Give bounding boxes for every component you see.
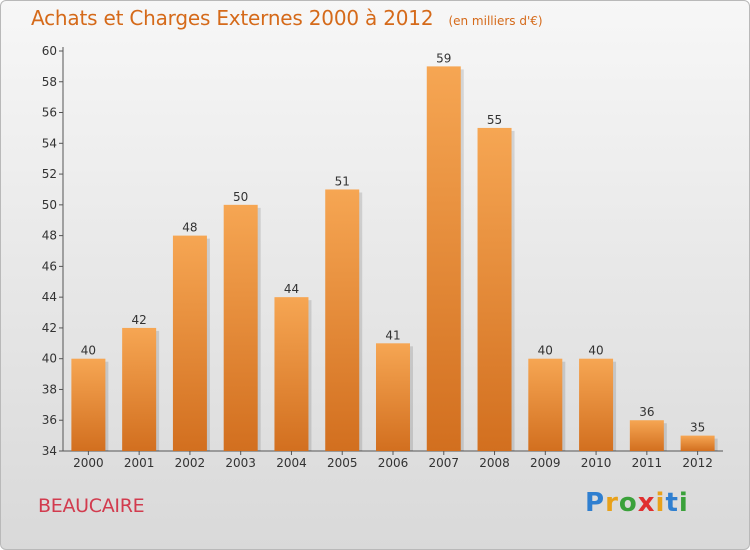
axis-layer: 34 36 38 40 42 44 46 48 50 52 54 56 58 60 2000 2001 2002… bbox=[42, 44, 723, 470]
bar-layer bbox=[71, 66, 718, 451]
data-label-2002: 48 bbox=[182, 221, 197, 235]
x-tick-label-2008: 2008 bbox=[479, 456, 510, 470]
proxiti-logo[interactable]: Proxiti bbox=[585, 488, 689, 518]
chart-title: Achats et Charges Externes 2000 à 2012 bbox=[31, 6, 434, 30]
x-tick-label-2000: 2000 bbox=[73, 456, 104, 470]
x-tick-label-2003: 2003 bbox=[225, 456, 256, 470]
data-label-2004: 44 bbox=[284, 282, 299, 296]
data-label-2009: 40 bbox=[538, 344, 553, 358]
y-tick-label: 46 bbox=[42, 259, 57, 273]
bar-2005 bbox=[325, 189, 360, 451]
place-name: BEAUCAIRE bbox=[38, 495, 145, 517]
x-tick-label-2007: 2007 bbox=[428, 456, 459, 470]
logo-letter: i bbox=[678, 488, 689, 518]
y-tick-label: 40 bbox=[42, 352, 57, 366]
data-label-2006: 41 bbox=[385, 328, 400, 342]
bar-2012 bbox=[680, 435, 715, 451]
logo-letter: x bbox=[637, 488, 656, 518]
logo-letter: o bbox=[618, 488, 638, 518]
title-row: Achats et Charges Externes 2000 à 2012 (… bbox=[31, 6, 543, 30]
logo-letter: i bbox=[655, 488, 666, 518]
data-label-2005: 51 bbox=[335, 174, 350, 188]
x-tick-label-2002: 2002 bbox=[175, 456, 206, 470]
x-tick-label-2011: 2011 bbox=[632, 456, 663, 470]
y-tick-label: 60 bbox=[42, 44, 57, 58]
y-tick-label: 34 bbox=[42, 444, 57, 458]
bar-2011 bbox=[629, 420, 664, 451]
y-tick-label: 52 bbox=[42, 167, 57, 181]
data-label-2012: 35 bbox=[690, 421, 705, 435]
x-tick-label-2004: 2004 bbox=[276, 456, 307, 470]
bar-2002 bbox=[172, 235, 207, 451]
bar-2007 bbox=[426, 66, 461, 451]
x-tick-label-2001: 2001 bbox=[124, 456, 155, 470]
bar-2008 bbox=[477, 127, 512, 451]
data-label-2008: 55 bbox=[487, 113, 502, 127]
bar-2004 bbox=[274, 297, 309, 451]
logo-letter: t bbox=[665, 488, 679, 518]
bar-2003 bbox=[223, 204, 258, 451]
bar-2000 bbox=[71, 358, 106, 451]
y-tick-label: 44 bbox=[42, 290, 57, 304]
y-tick-label: 36 bbox=[42, 413, 57, 427]
bar-2001 bbox=[122, 327, 157, 451]
y-tick-label: 54 bbox=[42, 136, 57, 150]
chart-subtitle: (en milliers d'€) bbox=[448, 14, 543, 28]
bar-2009 bbox=[528, 358, 563, 451]
bar-2010 bbox=[579, 358, 614, 451]
x-tick-label-2005: 2005 bbox=[327, 456, 358, 470]
y-tick-label: 58 bbox=[42, 75, 57, 89]
y-tick-label: 48 bbox=[42, 229, 57, 243]
logo-letter: P bbox=[585, 488, 606, 518]
x-tick-label-2009: 2009 bbox=[530, 456, 561, 470]
y-tick-label: 38 bbox=[42, 382, 57, 396]
data-label-2011: 36 bbox=[639, 405, 654, 419]
data-label-2003: 50 bbox=[233, 190, 248, 204]
data-label-2000: 40 bbox=[81, 344, 96, 358]
data-label-2001: 42 bbox=[132, 313, 147, 327]
y-tick-label: 42 bbox=[42, 321, 57, 335]
bar-2006 bbox=[376, 343, 410, 451]
data-label-2007: 59 bbox=[436, 51, 451, 65]
y-tick-label: 56 bbox=[42, 106, 57, 120]
logo-letter: r bbox=[605, 488, 619, 518]
label-layer: 40 42 48 50 44 51 41 59 55 40 40 36 35 bbox=[81, 51, 706, 434]
x-tick-label-2010: 2010 bbox=[581, 456, 612, 470]
y-tick-label: 50 bbox=[42, 198, 57, 212]
x-tick-label-2006: 2006 bbox=[378, 456, 409, 470]
x-tick-label-2012: 2012 bbox=[682, 456, 713, 470]
data-label-2010: 40 bbox=[588, 344, 603, 358]
